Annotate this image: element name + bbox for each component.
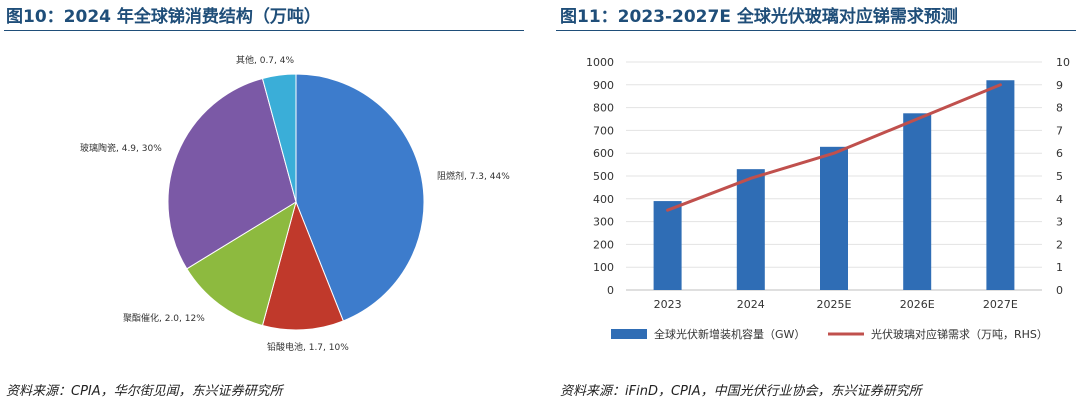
x-tick-2024: 2024 [737, 298, 765, 311]
y-left-tick: 200 [593, 238, 614, 251]
x-tick-2023: 2023 [654, 298, 682, 311]
y-left-tick: 500 [593, 170, 614, 183]
pie-slice-聚酯催化 [186, 200, 297, 327]
left-chart-title: 图10：2024 年全球锑消费结构（万吨） [6, 7, 321, 27]
y-left-tick: 600 [593, 147, 614, 160]
y-left-tick: 300 [593, 216, 614, 229]
line-point-2024 [749, 177, 752, 180]
y-right-tick: 8 [1056, 102, 1063, 115]
bar-2025E [820, 146, 848, 290]
y-left-tick: 100 [593, 261, 614, 274]
x-tick-2027E: 2027E [983, 298, 1018, 311]
y-left-tick: 1000 [586, 56, 614, 69]
x-tick-2025E: 2025E [817, 298, 852, 311]
pie-label-阻燃剂: 阻燃剂, 7.3, 44% [437, 170, 510, 182]
right-source-note: 资料来源：iFinD，CPIA，中国光伏行业协会，东兴证券研究所 [560, 384, 922, 399]
bar-2026E [903, 113, 932, 290]
pie-chart: 阻燃剂, 7.3, 44% 铅酸电池, 1.7, 10% 聚酯催化, 2.0, 12… [80, 54, 510, 353]
pie-slice-其他 [261, 73, 297, 203]
y-left-tick: 0 [607, 284, 614, 297]
y-right-tick: 0 [1056, 284, 1063, 297]
line-point-2027E [999, 83, 1002, 86]
pie-label-聚酯催化: 聚酯催化, 2.0, 12% [123, 312, 205, 324]
y-right-tick: 3 [1056, 216, 1063, 229]
y-left-tick: 900 [593, 79, 614, 92]
y-right-tick: 4 [1056, 193, 1063, 206]
legend-label-line: 光伏玻璃对应锑需求（万吨，RHS） [871, 327, 1048, 341]
line-point-2025E [832, 152, 836, 155]
pie-label-其他: 其他, 0.7, 4% [236, 54, 294, 66]
left-source-note: 资料来源：CPIA，华尔街见闻，东兴证券研究所 [6, 384, 283, 399]
bar-2023 [653, 201, 682, 290]
y-right-tick: 7 [1056, 124, 1063, 137]
bar-2024 [736, 169, 765, 290]
y-right-tick: 6 [1056, 147, 1063, 160]
line-point-2023 [666, 209, 669, 212]
left-title-rule [4, 30, 524, 31]
y-right-tick: 10 [1056, 56, 1070, 69]
pie-slice-铅酸电池 [261, 200, 344, 331]
pie-label-玻璃陶瓷: 玻璃陶瓷, 4.9, 30% [80, 142, 162, 154]
y-right-tick: 5 [1056, 170, 1063, 183]
right-chart-title: 图11：2023-2027E 全球光伏玻璃对应锑需求预测 [560, 7, 958, 27]
right-title-rule [556, 30, 1076, 31]
y-left-tick: 700 [593, 124, 614, 137]
x-tick-2026E: 2026E [900, 298, 935, 311]
pie-label-铅酸电池: 铅酸电池, 1.7, 10% [267, 341, 349, 353]
legend-label-bar: 全球光伏新增装机容量（GW） [654, 327, 805, 341]
bar-2027E [986, 80, 1015, 290]
pie-slice-玻璃陶瓷 [167, 77, 297, 270]
y-left-tick: 800 [593, 102, 614, 115]
y-left-tick: 400 [593, 193, 614, 206]
bar-line-chart: 0 100 200 300 400 500 600 700 800 900 1000 0 1 2 3 4 5 6 7… [586, 56, 1070, 341]
line-point-2026E [916, 117, 919, 121]
y-right-tick: 1 [1056, 261, 1063, 274]
pie-slice-阻燃剂 [295, 73, 425, 322]
y-right-tick: 9 [1056, 79, 1063, 92]
y-right-tick: 2 [1056, 238, 1063, 251]
legend-swatch-bar [611, 329, 647, 339]
